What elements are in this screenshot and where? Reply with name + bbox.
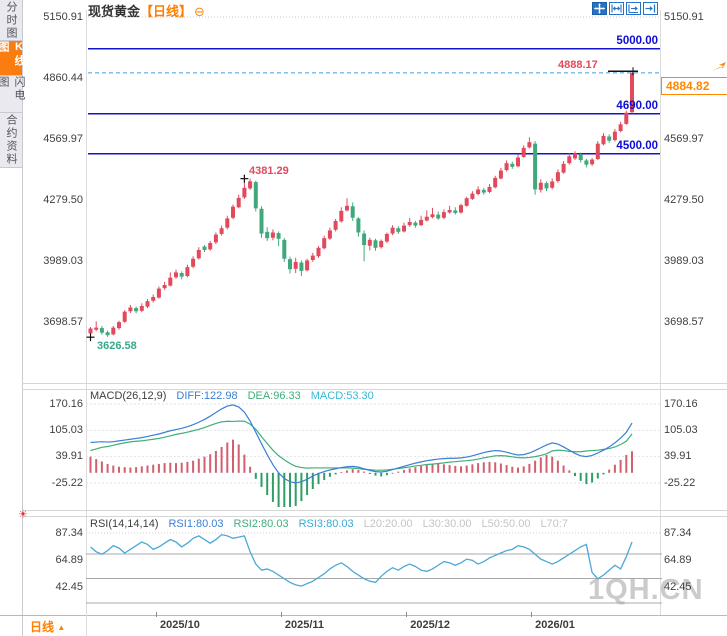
period-tag: 【日线】 (140, 4, 193, 19)
shift-right-icon[interactable] (643, 2, 658, 15)
legend-item: L30:30.00 (422, 518, 472, 530)
axis-label: 4569.97 (664, 132, 704, 145)
axis-label: 39.91 (55, 450, 83, 463)
axis-label: 3698.57 (43, 315, 83, 328)
symbol-name: 现货黄金 (88, 4, 141, 19)
legend-item: RSI3:80.03 (298, 518, 354, 530)
period-arrow-icon: ▲ (57, 623, 66, 632)
footer-divider (86, 615, 87, 636)
axis-label: 170.16 (664, 397, 698, 410)
chart-toolbar (592, 2, 658, 15)
legend-item: MACD:53.30 (310, 390, 374, 402)
level-label-4500: 4500.00 (616, 140, 658, 152)
axis-label: 5150.91 (664, 10, 704, 23)
sidebar-item-timeshare-chart[interactable]: 分时图 (0, 0, 22, 41)
x-tick (156, 612, 158, 617)
axis-label: 4860.44 (43, 71, 83, 84)
sidebar-item-lightning-chart[interactable]: 闪电图 (0, 76, 25, 113)
rsi-legend: RSI(14,14,14) RSI1:80.03 RSI2:80.03 RSI3:80… (90, 518, 660, 531)
level-label-5000: 5000.00 (616, 35, 658, 47)
period-selector[interactable]: 日线 ▲ (30, 618, 65, 635)
axis-label: 64.89 (664, 553, 692, 566)
watermark: 1QH.CN (588, 574, 704, 606)
legend-item: RSI2:80.03 (233, 518, 289, 530)
axis-label: 4569.97 (43, 132, 83, 145)
legend-item: MACD(26,12,9) (90, 390, 167, 402)
axis-label: 42.45 (664, 581, 692, 594)
plot-right-border (660, 10, 661, 615)
axis-label: 3698.57 (664, 315, 704, 328)
x-tick-label: 2025/11 (284, 619, 325, 631)
annotation-last-high: 4888.17 (558, 59, 598, 71)
separator (22, 510, 727, 511)
separator (22, 383, 727, 384)
axis-label: 87.34 (664, 526, 692, 539)
legend-item: L70:7 (540, 518, 568, 530)
shrink-range-icon[interactable] (626, 2, 641, 15)
sidebar-item-kline-chart[interactable]: K线图 (0, 41, 25, 76)
macd-chart[interactable] (86, 402, 662, 508)
legend-item: DEA:96.33 (247, 390, 301, 402)
annotation-swing-low: 3626.58 (97, 340, 137, 352)
pan-tool-icon[interactable] (592, 2, 607, 15)
axis-label: 42.45 (55, 581, 83, 594)
separator (22, 516, 727, 517)
collapse-indicator-icon[interactable]: ⊖ (194, 4, 205, 19)
axis-label: -25.22 (51, 476, 83, 489)
axis-label: 87.34 (55, 526, 83, 539)
axis-label: 4279.50 (664, 193, 704, 206)
axis-label: 64.89 (55, 553, 83, 566)
separator (22, 389, 727, 390)
axis-label: -25.22 (664, 476, 696, 489)
chart-title: 现货黄金【日线】 ⊖ (88, 1, 205, 19)
axis-label: 39.91 (664, 450, 692, 463)
macd-legend: MACD(26,12,9) DIFF:122.98 DEA:96.33 MACD:53… (90, 390, 660, 403)
axis-label: 170.16 (49, 397, 83, 410)
x-axis-line (0, 615, 727, 616)
axis-label: 3989.03 (664, 254, 704, 267)
sidebar-item-contract-info[interactable]: 合约资料 (0, 113, 22, 168)
legend-item: DIFF:122.98 (176, 390, 238, 402)
sidebar: 分时图 K线图 闪电图 合约资料 (0, 0, 25, 636)
period-label: 日线 (30, 620, 55, 634)
rsi-chart[interactable] (86, 531, 662, 612)
x-tick (531, 612, 533, 617)
axis-label: 4279.50 (43, 193, 83, 206)
plot-left-border (86, 10, 87, 615)
x-tick (280, 612, 282, 617)
x-tick-label: 2025/10 (160, 619, 200, 631)
legend-item: L20:20.00 (363, 518, 413, 530)
legend-item: RSI1:80.03 (168, 518, 224, 530)
zoom-range-icon[interactable] (609, 2, 624, 15)
current-price-box: 4884.82 (661, 77, 727, 95)
level-label-4690: 4690.00 (616, 100, 658, 112)
axis-label: 105.03 (49, 423, 83, 436)
x-tick (406, 612, 408, 617)
x-tick-label: 2026/01 (535, 619, 575, 631)
legend-item: L50:50.00 (481, 518, 531, 530)
axis-label: 105.03 (664, 423, 698, 436)
x-tick-label: 2025/12 (410, 619, 451, 631)
candlestick-chart[interactable] (86, 10, 662, 382)
price-up-arrow-icon (712, 62, 726, 71)
axis-label: 3989.03 (43, 254, 83, 267)
indicator-settings-icon[interactable]: ☀ (18, 509, 28, 521)
annotation-swing-high: 4381.29 (249, 165, 289, 177)
axis-label: 5150.91 (43, 10, 83, 23)
legend-item: RSI(14,14,14) (90, 518, 159, 530)
